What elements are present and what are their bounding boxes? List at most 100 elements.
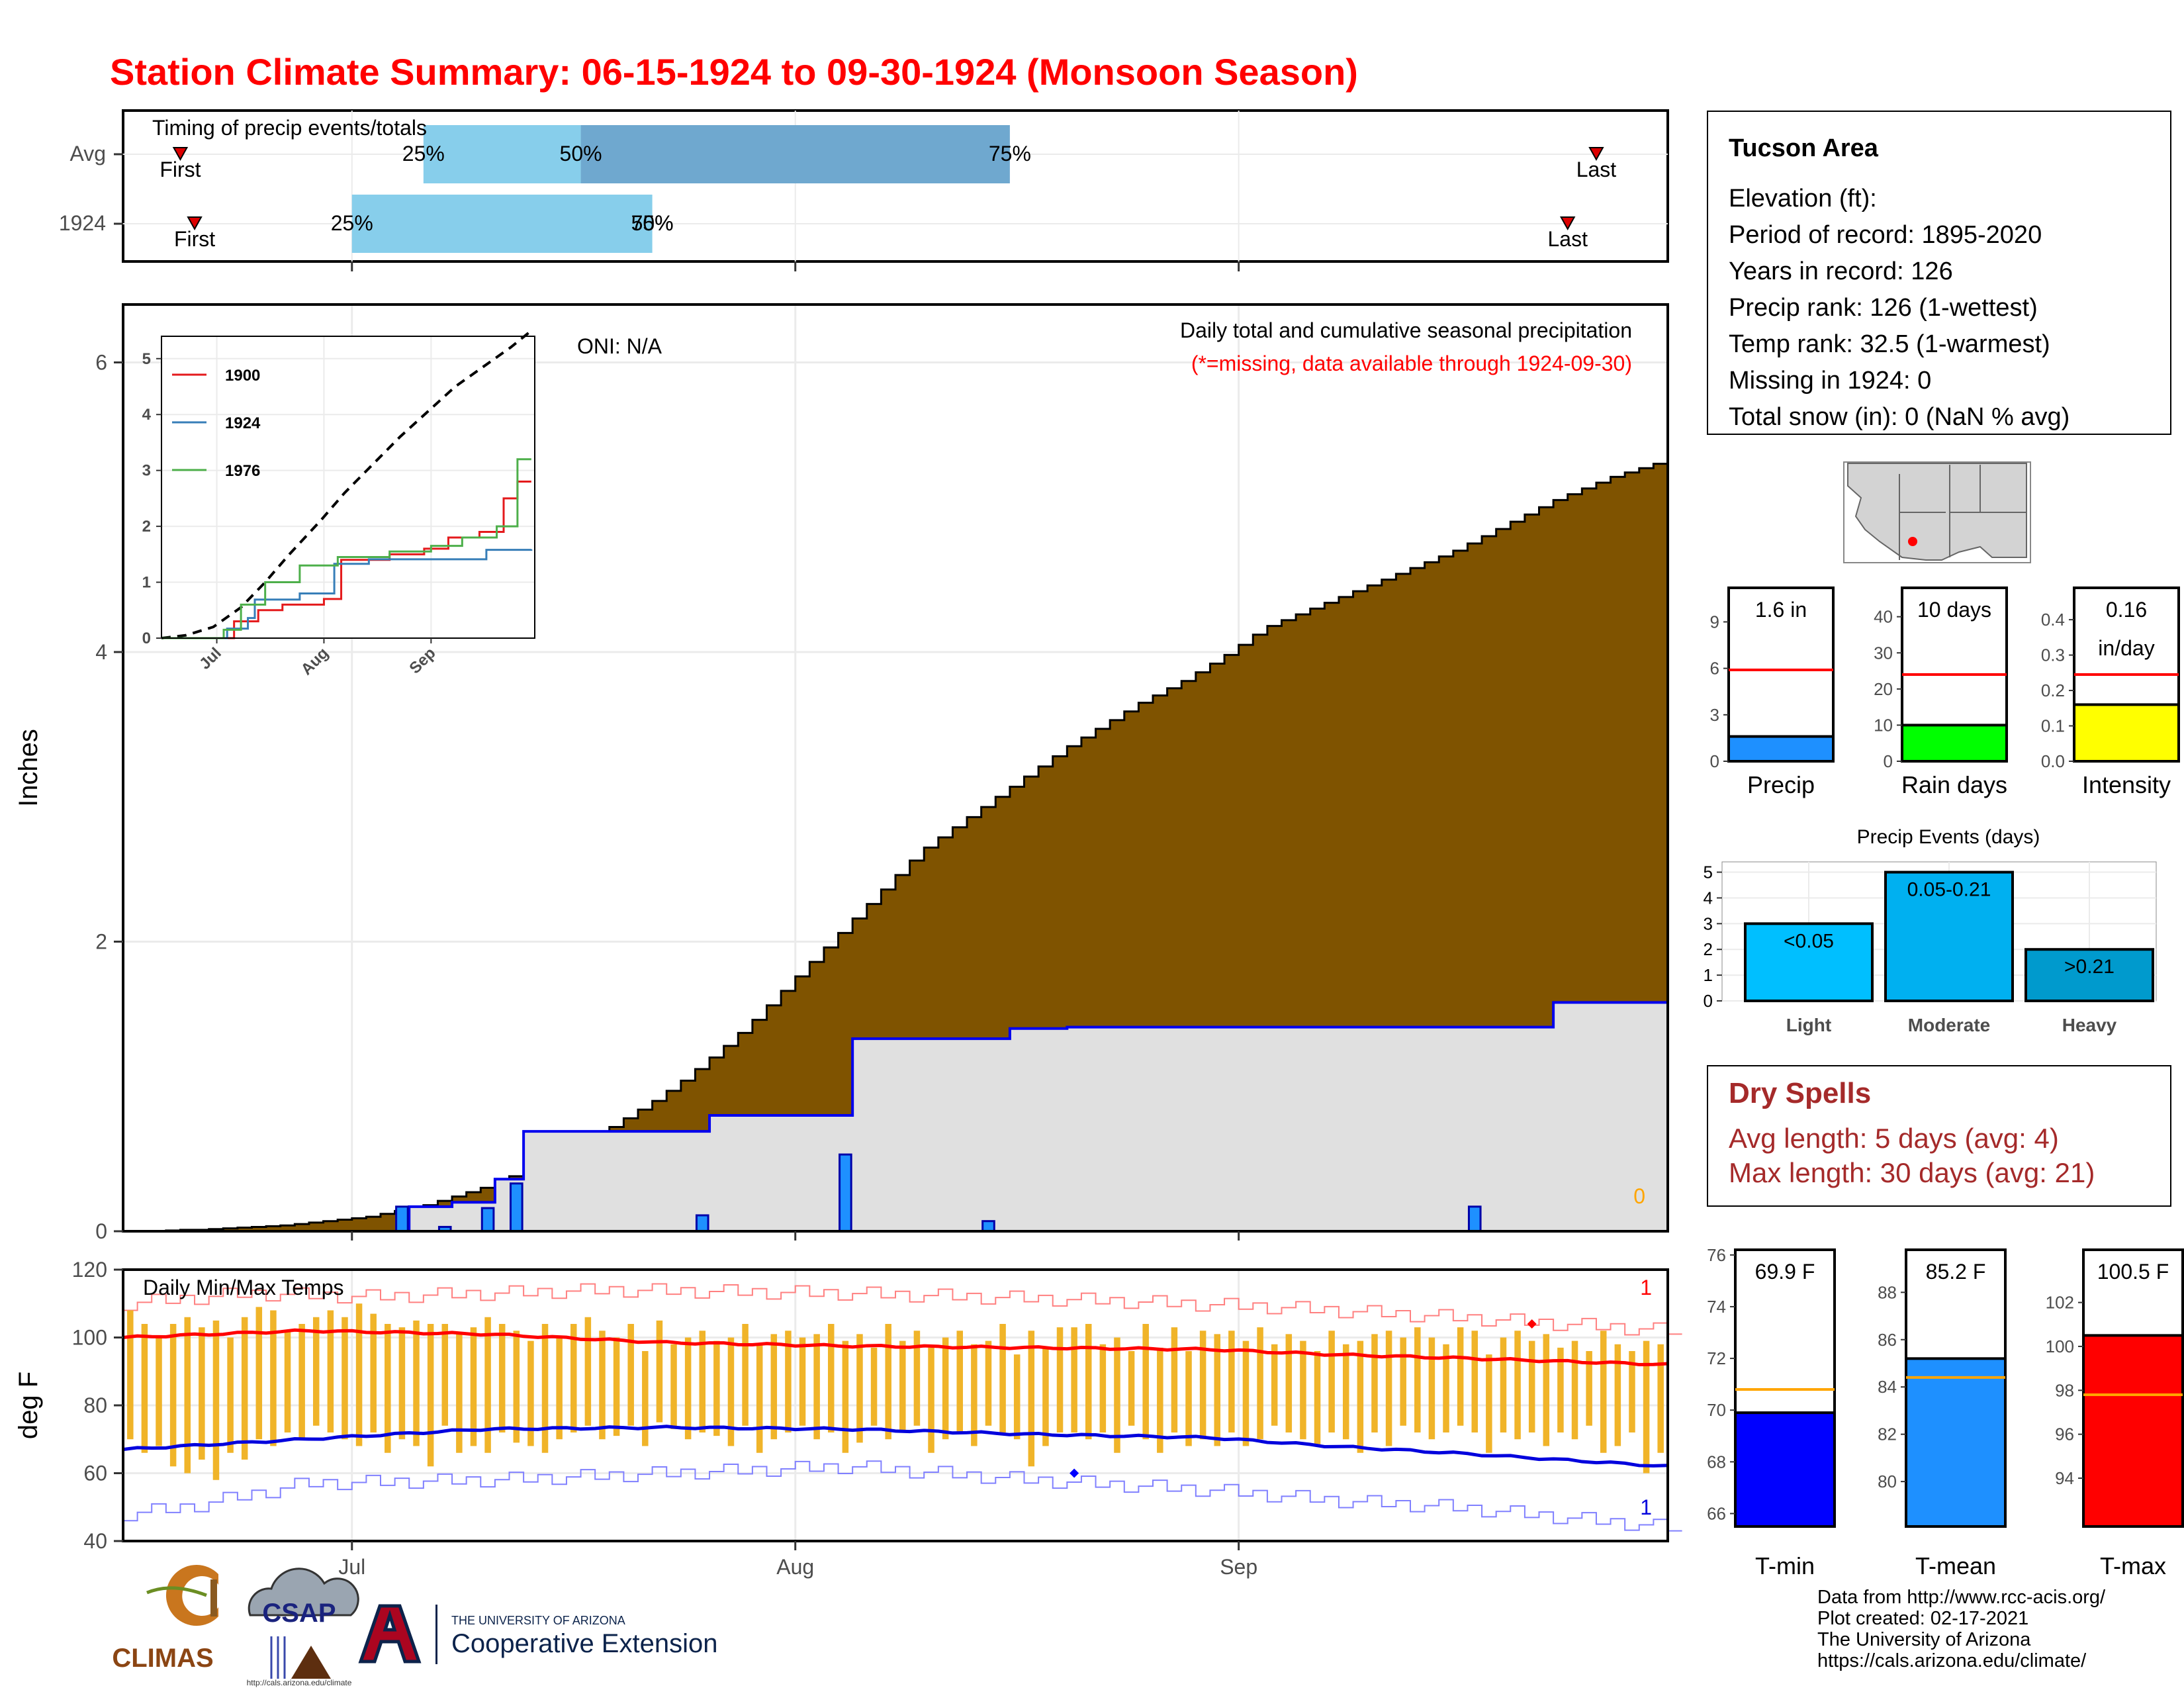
temp-range-bar: [1657, 1344, 1664, 1453]
credits: Data from http://www.rcc-acis.org/Plot c…: [1817, 1587, 2106, 1671]
temp-summary-y-tick-label: 80: [1878, 1472, 1897, 1491]
temp-summary-value-label-0: 69.9 F: [1755, 1260, 1815, 1284]
inset-y-tick-label: 1: [142, 574, 151, 592]
temp-range-bar: [127, 1310, 134, 1440]
ua-small-text: THE UNIVERSITY OF ARIZONA: [451, 1614, 625, 1627]
temp-range-bar: [470, 1327, 477, 1446]
summary-value-unit-2: in/day: [2098, 636, 2154, 660]
inset-legend: 1900 1924 1976: [172, 367, 261, 480]
temp-range-bar: [370, 1313, 377, 1432]
inset-legend-label-1900: 1900: [225, 367, 260, 385]
temp-summary-y-tick-label: 102: [2046, 1293, 2074, 1313]
inset-background: [161, 336, 535, 638]
temp-range-bar: [1371, 1334, 1378, 1432]
precip-events-chart: Precip Events (days) <0.05 Light 0.05-0.21…: [1704, 826, 2157, 1035]
temp-range-bar: [427, 1324, 434, 1467]
station-info-line: Missing in 1924: 0: [1729, 367, 1931, 395]
temp-range-bar: [1214, 1334, 1221, 1446]
summary-bar-label-2: Intensity: [2082, 771, 2171, 798]
daily-precip-bar: [839, 1153, 852, 1233]
timing-first-marker: [187, 216, 203, 231]
temp-range-bar: [413, 1320, 420, 1446]
temp-range-bar: [1042, 1347, 1049, 1446]
seasonal-temperature-bars: 66 68 70 72 74 76 69.9 F T-min 80 82 84 86 88 85.2 F T…: [1707, 1245, 2184, 1579]
record-min-marker: [1069, 1468, 1079, 1478]
temp-range-bar: [241, 1317, 248, 1460]
summary-y-tick-label: 30: [1874, 643, 1893, 663]
temp-range-bar: [184, 1317, 191, 1474]
inset-y-tick-label: 0: [142, 630, 151, 647]
summary-y-tick-label: 0.3: [2041, 645, 2065, 665]
climas-logo: CLIMAS: [112, 1565, 218, 1673]
csap-wordmark: CSAP: [262, 1599, 336, 1628]
record-max-line: [123, 1283, 1682, 1336]
station-info-line: Temp rank: 32.5 (1-warmest): [1729, 330, 2050, 358]
temp-range-bar: [1557, 1347, 1564, 1432]
inset-series-lines: [161, 330, 533, 639]
summary-y-tick-label: 0.4: [2041, 610, 2065, 630]
station-info-frame: [1707, 111, 2171, 435]
temp-panel: 40 60 80 100 120 Jul Aug Sep Daily Min/Max Tem…: [14, 1258, 1682, 1579]
timing-quartile-label: 75%: [631, 211, 674, 235]
climas-emblem-swoosh: [146, 1586, 207, 1597]
timing-first-marker: [172, 147, 189, 162]
summary-value-label-0: 1.6 in: [1755, 598, 1807, 622]
temp-range-bar: [312, 1317, 320, 1426]
timing-quartile-label: 25%: [331, 211, 373, 235]
credit-line: https://cals.arizona.edu/climate/: [1817, 1650, 2087, 1671]
temp-range-bar: [1486, 1354, 1492, 1453]
temp-range-bar: [1600, 1331, 1607, 1453]
temp-y-axis: 40 60 80 100 120: [72, 1258, 123, 1553]
temp-range-bar: [1400, 1337, 1406, 1426]
temp-y-tick-label: 40: [83, 1529, 107, 1553]
temp-summary-bar-2: [2082, 1334, 2184, 1528]
ua-logo-divider: [435, 1605, 437, 1664]
temp-summary-value-label-2: 100.5 F: [2097, 1260, 2169, 1284]
station-info-line: Period of record: 1895-2020: [1729, 221, 2042, 249]
temp-range-bar: [799, 1337, 806, 1426]
timing-first-label: First: [174, 227, 215, 251]
temp-range-bar: [1385, 1331, 1392, 1446]
temp-range-bar: [899, 1340, 906, 1432]
temp-range-bar: [1443, 1344, 1449, 1432]
timing-last-label: Last: [1547, 227, 1588, 251]
timing-bar-q25-q50: [423, 125, 581, 183]
inset-legend-label-1976: 1976: [225, 462, 260, 480]
temp-summary-y-tick-label: 94: [2055, 1468, 2074, 1488]
precip-y-tick-label: 6: [95, 351, 107, 375]
station-info-lines: Elevation (ft): Period of record: 1895-20…: [1729, 185, 2070, 431]
temp-y-tick-label: 80: [83, 1393, 107, 1417]
timing-first-label: First: [159, 158, 201, 181]
temp-range-bar: [1457, 1327, 1464, 1426]
precip-y-label: Inches: [14, 729, 43, 807]
events-y-tick-label: 0: [1704, 991, 1713, 1011]
temp-summary-y-tick-label: 82: [1878, 1425, 1897, 1444]
temp-range-bar: [599, 1331, 606, 1440]
daily-precip-bar: [1467, 1205, 1482, 1233]
temp-range-bar: [1199, 1331, 1206, 1440]
temp-y-tick-label: 100: [72, 1326, 107, 1350]
temp-range-bar: [956, 1331, 964, 1432]
daily-precip-bar: [395, 1205, 409, 1233]
temp-range-bar: [1157, 1347, 1163, 1453]
temp-range-bar: [699, 1331, 706, 1432]
ua-big-text: Cooperative Extension: [451, 1629, 717, 1658]
university-of-arizona-logo: THE UNIVERSITY OF ARIZONA Cooperative Ex…: [358, 1604, 717, 1664]
temp-summary-label-2: T-max: [2100, 1552, 2166, 1579]
temp-range-bar: [1128, 1351, 1135, 1426]
temp-range-bar: [1571, 1340, 1578, 1440]
temp-range-bar: [942, 1337, 949, 1440]
events-y-tick-label: 4: [1704, 888, 1713, 908]
temp-range-bar: [1271, 1344, 1278, 1426]
inset-average-line: [161, 330, 533, 639]
temp-range-bar: [541, 1324, 549, 1453]
temp-y-tick-label: 60: [83, 1462, 107, 1485]
timing-bar-q50-q75: [580, 125, 1010, 183]
temp-range-bar: [613, 1337, 620, 1436]
temp-range-bar: [1242, 1340, 1250, 1446]
temp-range-bar: [298, 1324, 305, 1440]
missing-count: 0: [1633, 1184, 1645, 1208]
temp-range-bar: [1586, 1351, 1592, 1426]
